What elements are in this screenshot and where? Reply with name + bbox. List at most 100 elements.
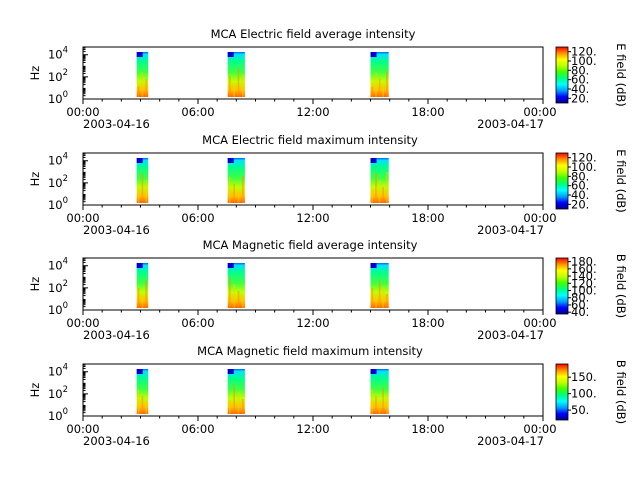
x-tick-label: 06:00 xyxy=(181,105,214,119)
colorbar xyxy=(555,46,569,104)
panel-2: MCA Electric field maximum intensity1001… xyxy=(28,133,628,237)
y-tick-base: 10 xyxy=(48,176,63,190)
spectrogram-block xyxy=(136,369,149,414)
spectrogram-block xyxy=(227,369,245,414)
spectrogram-stripe xyxy=(378,403,381,414)
colorbar-tick-label: 80. xyxy=(571,63,589,77)
y-tick-base: 10 xyxy=(48,154,63,168)
y-axis-label: Hz xyxy=(28,277,42,292)
colorbar-tick-label: 160. xyxy=(571,262,597,276)
y-tick-base: 10 xyxy=(48,259,63,273)
colorbar-tick-label: 180. xyxy=(571,255,597,269)
colorbar-label: B field (dB) xyxy=(614,254,628,318)
colorbar xyxy=(555,257,569,315)
spectrogram-block xyxy=(370,369,389,414)
spectrogram-stripe xyxy=(229,277,231,308)
x-tick-label: 00:00 xyxy=(66,316,99,330)
spectrogram-stripe xyxy=(141,295,144,308)
spectrogram-stripe xyxy=(137,87,140,97)
spectrogram-low-patch xyxy=(227,263,234,268)
x-tick-label: 18:00 xyxy=(411,105,444,119)
spectrogram-stripe xyxy=(378,180,381,203)
y-axis-label: Hz xyxy=(28,172,42,187)
spectrogram-stripe xyxy=(242,75,244,97)
spectrogram-block xyxy=(136,263,149,308)
spectrogram-stripe xyxy=(141,72,144,97)
y-tick-exponent: 2 xyxy=(63,279,68,289)
spectrogram-stripe xyxy=(371,389,374,414)
y-tick-exponent: 2 xyxy=(63,174,68,184)
spectrogram-low-patch xyxy=(370,263,377,268)
y-tick-base: 10 xyxy=(48,198,63,212)
y-tick-label: 102 xyxy=(48,385,68,401)
y-tick-base: 10 xyxy=(48,365,63,379)
x-date-end: 2003-04-17 xyxy=(477,434,544,448)
spectrogram-stripe xyxy=(137,389,140,414)
colorbar-tick-label: 100. xyxy=(571,54,597,68)
y-tick-exponent: 4 xyxy=(63,363,68,373)
plot-frame xyxy=(82,257,544,311)
x-date-end: 2003-04-17 xyxy=(477,223,544,237)
spectrogram-low-patch xyxy=(370,158,377,163)
spectrogram-stripe xyxy=(237,291,240,308)
y-tick-label: 102 xyxy=(48,68,68,84)
colorbar-tick-label: 120. xyxy=(571,151,597,165)
spectrogram-stripe xyxy=(233,385,235,414)
y-tick-label: 100 xyxy=(48,90,68,106)
x-tick-label: 06:00 xyxy=(181,422,214,436)
spectrogram-stripe xyxy=(233,284,235,308)
x-date-start: 2003-04-16 xyxy=(83,328,150,342)
x-tick-label: 00:00 xyxy=(66,211,99,225)
spectrogram-stripe xyxy=(229,177,231,203)
chart-title: MCA Magnetic field maximum intensity xyxy=(197,344,423,358)
spectrogram-low-patch xyxy=(227,52,234,57)
x-date-end: 2003-04-17 xyxy=(477,328,544,342)
x-tick-label: 18:00 xyxy=(411,316,444,330)
y-tick-exponent: 4 xyxy=(63,46,68,56)
x-tick-label: 00:00 xyxy=(523,211,556,225)
spectrogram-stripe xyxy=(242,399,244,414)
spectrogram-stripe xyxy=(375,72,377,97)
colorbar-tick-label: 80. xyxy=(571,169,589,183)
x-tick-label: 12:00 xyxy=(296,211,329,225)
y-tick-exponent: 0 xyxy=(63,407,68,417)
spectrogram-low-patch xyxy=(136,263,143,268)
spectrogram-stripe xyxy=(229,76,231,97)
y-tick-base: 10 xyxy=(48,48,63,62)
spectrogram-low-patch xyxy=(136,369,143,374)
x-tick-label: 00:00 xyxy=(523,316,556,330)
y-tick-base: 10 xyxy=(48,387,63,401)
x-tick-label: 18:00 xyxy=(411,422,444,436)
spectrogram-stripe xyxy=(382,388,384,414)
chart-title: MCA Electric field maximum intensity xyxy=(202,133,418,147)
spectrogram-stripe xyxy=(371,87,374,97)
spectrogram-stripe xyxy=(371,188,374,203)
spectrogram-stripe xyxy=(237,392,240,414)
plot-frame xyxy=(82,46,544,100)
x-tick-label: 00:00 xyxy=(523,422,556,436)
y-tick-label: 100 xyxy=(48,407,68,423)
colorbar xyxy=(555,152,569,210)
colorbar-tick-label: 50. xyxy=(571,403,589,417)
spectrogram-stripe xyxy=(242,176,244,203)
spectrogram-stripe xyxy=(242,298,244,308)
chart-title: MCA Electric field average intensity xyxy=(211,27,416,41)
colorbar-tick-label: 60. xyxy=(571,179,589,193)
y-tick-label: 100 xyxy=(48,301,68,317)
colorbar-tick-label: 20. xyxy=(571,91,589,105)
x-tick-label: 12:00 xyxy=(296,105,329,119)
y-axis-label: Hz xyxy=(28,66,42,81)
colorbar xyxy=(555,363,569,421)
x-tick-label: 00:00 xyxy=(523,105,556,119)
spectrogram-block xyxy=(227,158,245,203)
spectrogram-stripe xyxy=(375,173,377,203)
panel-3: MCA Magnetic field average intensity1001… xyxy=(28,238,628,342)
x-tick-label: 06:00 xyxy=(181,316,214,330)
spectrogram-stripe xyxy=(386,172,388,203)
y-tick-exponent: 0 xyxy=(63,196,68,206)
y-tick-label: 104 xyxy=(48,257,68,273)
colorbar-tick-label: 40. xyxy=(571,188,589,202)
colorbar-tick-label: 100. xyxy=(571,284,597,298)
spectrogram-low-patch xyxy=(136,52,143,57)
